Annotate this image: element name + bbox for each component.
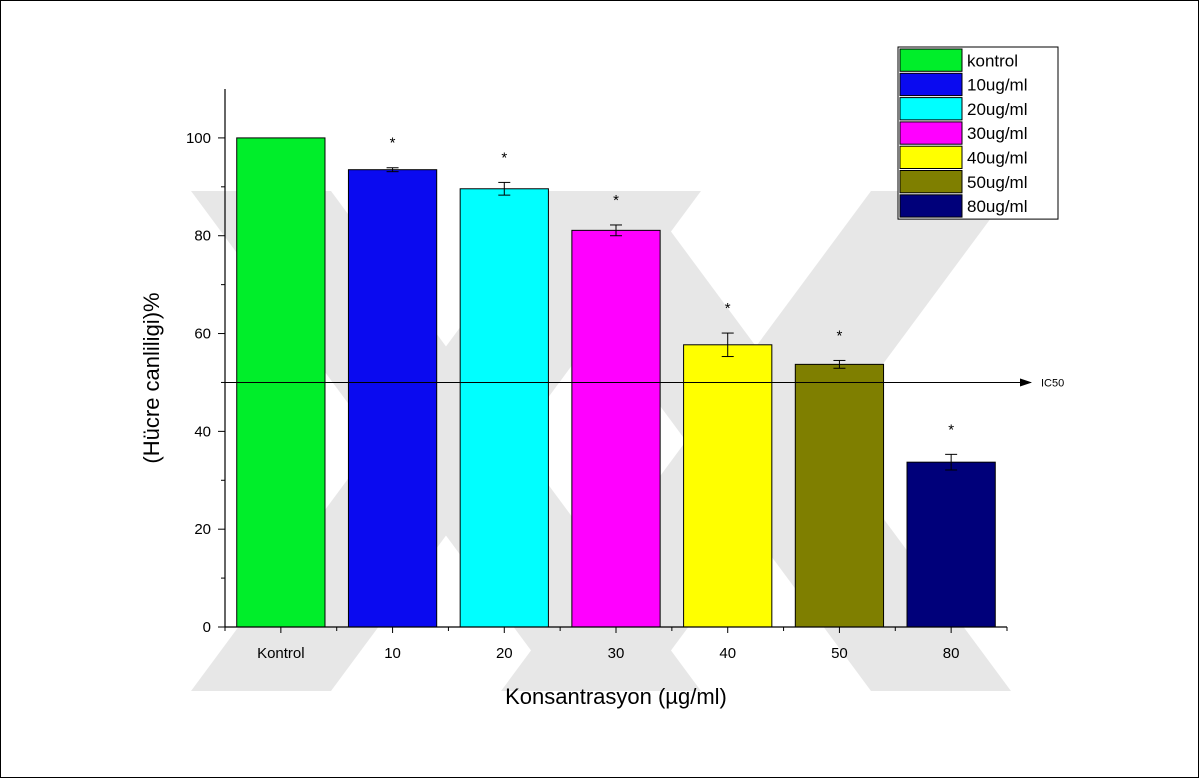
x-tick-label-6: 50 [831,645,848,662]
legend-swatch-2 [899,72,963,97]
significance-marker-6: * [837,327,843,344]
y-axis-title: (Hücre canliligi)% [139,292,164,463]
legend-swatch-3 [899,97,963,121]
y-tick-label-5: 80 [194,228,211,245]
x-tick-label-1: Kontrol [257,645,305,662]
significance-marker-5: * [725,300,731,317]
legend-label-2: 10ug/ml [967,76,1027,95]
legend-swatch-7 [899,194,963,218]
ic50-label: IC50 [1041,377,1064,389]
bar-3 [459,188,549,628]
legend-label-4: 30ug/ml [967,124,1027,143]
bar-2 [347,169,438,628]
y-tick-label-6: 100 [186,130,211,147]
x-tick-label-2: 10 [384,645,401,662]
y-tick-label-4: 60 [194,326,211,343]
error-bar-4 [610,224,622,237]
x-axis-title: Konsantrasyon (µg/ml) [505,684,727,709]
error-bar-5 [721,332,734,358]
significance-marker-2: * [390,135,396,152]
significance-marker-3: * [501,149,507,166]
bar-6 [794,363,885,628]
y-tick-label-2: 20 [194,521,211,538]
error-bar-6 [833,359,846,369]
legend-label-6: 50ug/ml [967,173,1027,192]
bar-5 [683,344,773,628]
error-bar-2 [386,167,399,173]
error-bar-3 [498,181,511,196]
x-tick-label-7: 80 [943,645,960,662]
x-tick-label-4: 30 [608,645,625,662]
error-bar-7 [945,453,958,471]
bar-7 [906,461,996,628]
legend-swatch-5 [899,145,963,169]
legend-label-5: 40ug/ml [967,149,1027,168]
significance-marker-4: * [613,192,619,209]
y-tick-label-1: 0 [203,619,211,636]
legend-label-1: kontrol [967,51,1018,70]
y-tick-label-3: 40 [194,423,211,440]
legend-label-3: 20ug/ml [967,100,1027,119]
x-tick-label-3: 20 [496,645,513,662]
legend-swatch-6 [899,170,963,194]
significance-marker-7: * [948,421,954,438]
x-tick-label-5: 40 [719,645,736,662]
legend: kontrol 10ug/ml 20ug/ml 30ug/ml 40ug/ml 50ug/… [897,46,1059,220]
plot-area: Kontrol * 10 * 20 * 30 * 40 * 50 * 80 0 20 40 60 80 100 Kon… [139,89,1064,709]
bar-4 [571,229,661,628]
legend-swatch-4 [899,121,963,145]
legend-swatch-1 [899,48,963,72]
legend-label-7: 80ug/ml [967,197,1027,216]
